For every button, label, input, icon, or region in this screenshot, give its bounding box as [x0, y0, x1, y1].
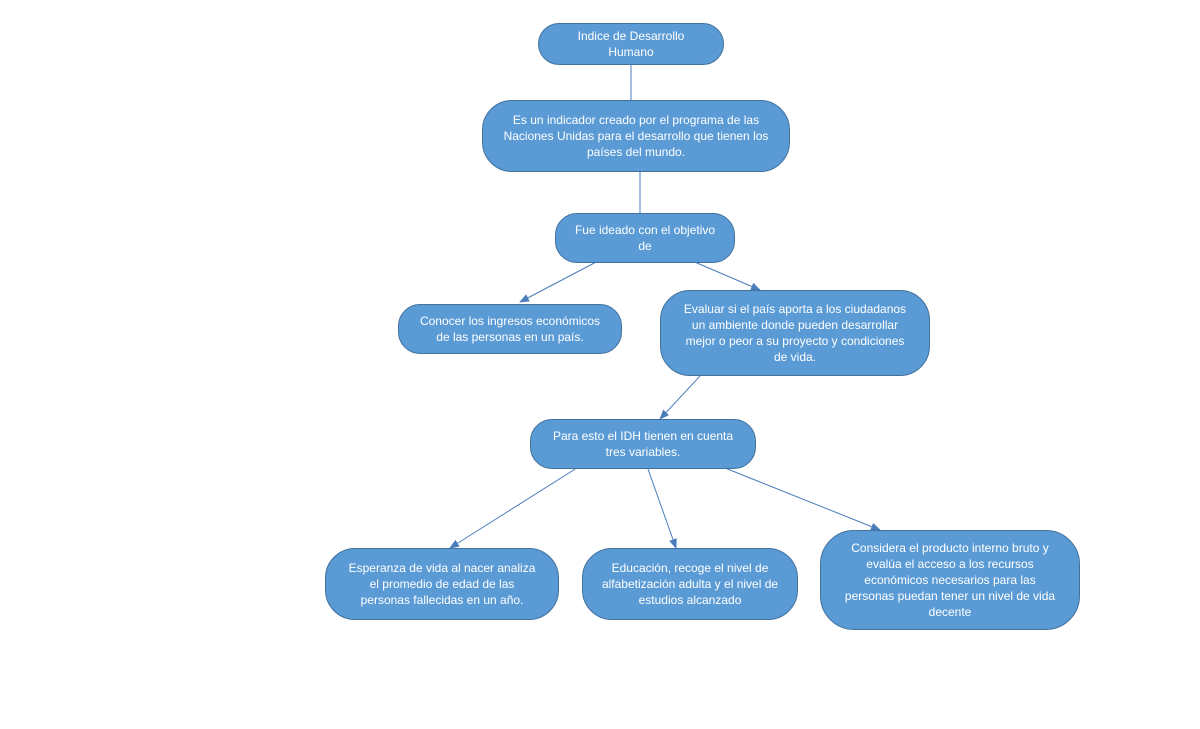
- edge-n_obj-n_obj_b: [690, 260, 760, 290]
- flowchart-node-label: Es un indicador creado por el programa d…: [501, 112, 771, 161]
- flowchart-node-n_def: Es un indicador creado por el programa d…: [482, 100, 790, 172]
- flowchart-node-n_var_a: Esperanza de vida al nacer analiza el pr…: [325, 548, 559, 620]
- flowchart-node-n_var_b: Educación, recoge el nivel de alfabetiza…: [582, 548, 798, 620]
- flowchart-node-label: Evaluar si el país aporta a los ciudadan…: [679, 301, 911, 366]
- edge-n_vars-n_var_b: [648, 469, 676, 548]
- flowchart-node-label: Conocer los ingresos económicos de las p…: [417, 313, 603, 345]
- flowchart-node-label: Esperanza de vida al nacer analiza el pr…: [344, 560, 540, 609]
- flowchart-node-label: Considera el producto interno bruto y ev…: [839, 540, 1061, 621]
- flowchart-node-label: Indice de Desarrollo Humano: [557, 28, 705, 60]
- flowchart-node-n_vars: Para esto el IDH tienen en cuenta tres v…: [530, 419, 756, 469]
- edge-n_vars-n_var_c: [720, 466, 880, 530]
- flowchart-node-label: Fue ideado con el objetivo de: [574, 222, 716, 254]
- edge-n_obj_b-n_vars: [660, 376, 700, 419]
- flowchart-node-label: Educación, recoge el nivel de alfabetiza…: [601, 560, 779, 609]
- flowchart-node-n_var_c: Considera el producto interno bruto y ev…: [820, 530, 1080, 630]
- flowchart-node-n_title: Indice de Desarrollo Humano: [538, 23, 724, 65]
- edge-n_vars-n_var_a: [450, 466, 580, 548]
- flowchart-node-label: Para esto el IDH tienen en cuenta tres v…: [549, 428, 737, 460]
- edge-n_obj-n_obj_a: [520, 260, 600, 302]
- flowchart-node-n_obj: Fue ideado con el objetivo de: [555, 213, 735, 263]
- flowchart-node-n_obj_b: Evaluar si el país aporta a los ciudadan…: [660, 290, 930, 376]
- flowchart-node-n_obj_a: Conocer los ingresos económicos de las p…: [398, 304, 622, 354]
